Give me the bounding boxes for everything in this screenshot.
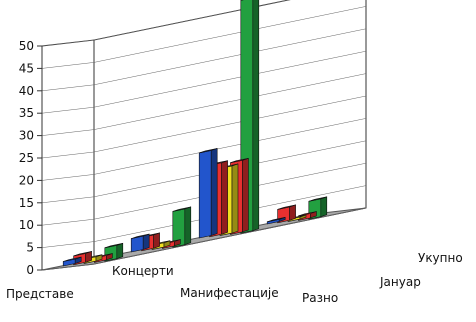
y-tick-label: 0 xyxy=(26,263,34,277)
y-axis: 0 5 10 15 20 25 30 35 40 45 50 xyxy=(19,39,42,277)
bar-side xyxy=(117,243,123,258)
bar-side xyxy=(222,161,228,235)
category-label: Манифестације xyxy=(180,286,279,300)
bar-front xyxy=(199,150,211,238)
bar-side xyxy=(143,234,149,249)
y-tick-label: 35 xyxy=(19,106,34,120)
category-label: Представе xyxy=(6,287,74,301)
category-labels: Представе Концерти Манифестације Разно xyxy=(6,264,338,305)
category-label: Разно xyxy=(302,291,338,305)
bar xyxy=(199,148,217,238)
y-tick-label: 30 xyxy=(19,129,34,143)
bar-side xyxy=(253,0,259,231)
y-tick-label: 10 xyxy=(19,218,34,232)
depth-label: Укупно xyxy=(418,251,463,265)
category-label: Концерти xyxy=(112,264,174,278)
y-tick-label: 25 xyxy=(19,151,34,165)
bar-side xyxy=(211,148,217,235)
bar-side xyxy=(242,158,248,232)
y-tick-label: 45 xyxy=(19,61,34,75)
y-tick-label: 20 xyxy=(19,173,34,187)
bar-side xyxy=(232,164,238,233)
depth-labels: Јануар Укупно xyxy=(379,251,463,289)
bar-side xyxy=(290,205,296,220)
y-tick-label: 50 xyxy=(19,39,34,53)
bar-side xyxy=(185,207,191,245)
y-tick-label: 15 xyxy=(19,196,34,210)
y-tick-label: 5 xyxy=(26,241,34,255)
depth-label: Јануар xyxy=(379,275,421,289)
bar-side xyxy=(154,233,160,248)
bar-side xyxy=(321,197,327,217)
y-tick-label: 40 xyxy=(19,84,34,98)
